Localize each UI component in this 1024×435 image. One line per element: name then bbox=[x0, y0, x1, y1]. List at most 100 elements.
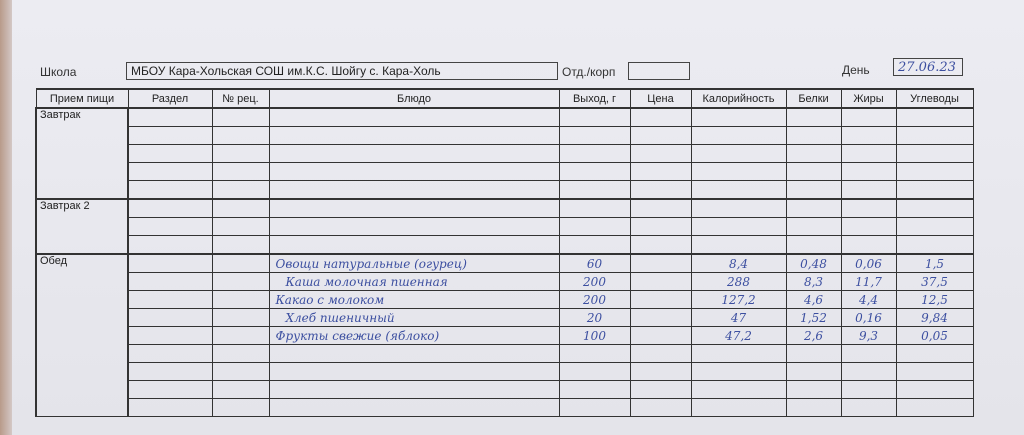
table-cell bbox=[629, 344, 692, 363]
table-cell bbox=[690, 144, 787, 163]
table-cell bbox=[785, 217, 842, 236]
table-row bbox=[36, 344, 974, 363]
cell-carbs: 1,5 bbox=[895, 253, 974, 273]
table-cell bbox=[629, 198, 692, 218]
cell-protein: 2,6 bbox=[785, 326, 842, 345]
table-cell bbox=[629, 380, 692, 399]
table-cell bbox=[211, 326, 270, 345]
table-cell bbox=[211, 180, 270, 200]
meal-label: Обед bbox=[35, 253, 129, 417]
table-cell bbox=[268, 198, 560, 218]
table-cell bbox=[840, 217, 897, 236]
table-cell bbox=[629, 362, 692, 381]
table-cell bbox=[840, 180, 897, 200]
column-header: Белки bbox=[785, 88, 842, 109]
table-cell bbox=[211, 290, 270, 309]
table-cell bbox=[211, 107, 270, 127]
table-cell bbox=[127, 272, 213, 291]
cell-fat: 0,16 bbox=[840, 308, 897, 327]
table-cell bbox=[558, 162, 631, 181]
table-cell bbox=[127, 198, 213, 218]
table-cell bbox=[268, 398, 560, 417]
cell-carbs: 9,84 bbox=[895, 308, 974, 327]
table-cell bbox=[211, 198, 270, 218]
table-cell bbox=[785, 107, 842, 127]
table-cell bbox=[127, 144, 213, 163]
table-cell bbox=[785, 198, 842, 218]
table-row: Какао с молоком 200 127,2 4,6 4,4 12,5 bbox=[36, 290, 974, 309]
table-cell bbox=[840, 198, 897, 218]
cell-fat: 0,06 bbox=[840, 253, 897, 273]
school-field: МБОУ Кара-Хольская СОШ им.К.С. Шойгу с. … bbox=[126, 62, 558, 80]
cell-dish: Овощи натуральные (огурец) bbox=[268, 253, 560, 273]
table-cell bbox=[127, 362, 213, 381]
table-cell bbox=[211, 217, 270, 236]
table-row: Обед Овощи натуральные (огурец) 60 8,4 0,48 0… bbox=[35, 253, 974, 417]
table-row: Завтрак bbox=[35, 107, 974, 200]
table-cell bbox=[127, 180, 213, 200]
table-cell bbox=[127, 217, 213, 236]
school-label: Школа bbox=[40, 65, 77, 79]
table-cell bbox=[268, 217, 560, 236]
table-cell bbox=[785, 235, 842, 255]
column-header: Углеводы bbox=[895, 88, 974, 109]
table-cell bbox=[127, 162, 213, 181]
table-cell bbox=[690, 344, 787, 363]
table-cell bbox=[268, 144, 560, 163]
cell-carbs: 37,5 bbox=[895, 272, 974, 291]
table-cell bbox=[690, 198, 787, 218]
meal-label: Завтрак bbox=[35, 107, 129, 200]
table-cell bbox=[268, 162, 560, 181]
table-cell bbox=[785, 380, 842, 399]
table-row bbox=[36, 398, 974, 417]
column-header: Жиры bbox=[840, 88, 897, 109]
table-cell bbox=[895, 162, 974, 181]
cell-kcal: 8,4 bbox=[690, 253, 787, 273]
table-cell bbox=[629, 308, 692, 327]
table-cell bbox=[211, 144, 270, 163]
table-cell bbox=[127, 235, 213, 255]
cell-dish: Хлеб пшеничный bbox=[268, 308, 560, 327]
table-cell bbox=[558, 344, 631, 363]
table-cell bbox=[268, 180, 560, 200]
table-cell bbox=[629, 217, 692, 236]
background-fabric bbox=[0, 0, 14, 435]
menu-table: Прием пищи Раздел № рец. Блюдо Выход, г Цена К… bbox=[35, 88, 974, 417]
table-cell bbox=[211, 235, 270, 255]
table-row bbox=[36, 217, 974, 236]
table-cell bbox=[840, 380, 897, 399]
table-cell bbox=[785, 344, 842, 363]
table-cell bbox=[690, 398, 787, 417]
cell-dish: Фрукты свежие (яблоко) bbox=[268, 326, 560, 345]
table-cell bbox=[629, 107, 692, 127]
column-header: Блюдо bbox=[268, 88, 560, 109]
table-cell bbox=[785, 162, 842, 181]
dept-field bbox=[628, 62, 690, 80]
day-field: 27.06.23 bbox=[893, 58, 963, 76]
table-cell bbox=[690, 217, 787, 236]
table-cell bbox=[840, 344, 897, 363]
table-cell bbox=[629, 290, 692, 309]
table-cell bbox=[211, 398, 270, 417]
table-cell bbox=[268, 126, 560, 145]
table-cell bbox=[558, 198, 631, 218]
table-cell bbox=[629, 326, 692, 345]
table-cell bbox=[127, 380, 213, 399]
table-cell bbox=[268, 235, 560, 255]
table-cell bbox=[895, 362, 974, 381]
table-cell bbox=[558, 180, 631, 200]
column-header: Цена bbox=[629, 88, 692, 109]
table-cell bbox=[629, 144, 692, 163]
table-cell bbox=[211, 380, 270, 399]
table-cell bbox=[629, 162, 692, 181]
meal-label: Завтрак 2 bbox=[35, 198, 129, 255]
table-cell bbox=[127, 344, 213, 363]
cell-carbs: 0,05 bbox=[895, 326, 974, 345]
table-cell bbox=[127, 290, 213, 309]
cell-yield: 200 bbox=[558, 272, 631, 291]
table-cell bbox=[211, 344, 270, 363]
cell-yield: 60 bbox=[558, 253, 631, 273]
table-cell bbox=[558, 126, 631, 145]
table-cell bbox=[268, 107, 560, 127]
cell-fat: 9,3 bbox=[840, 326, 897, 345]
